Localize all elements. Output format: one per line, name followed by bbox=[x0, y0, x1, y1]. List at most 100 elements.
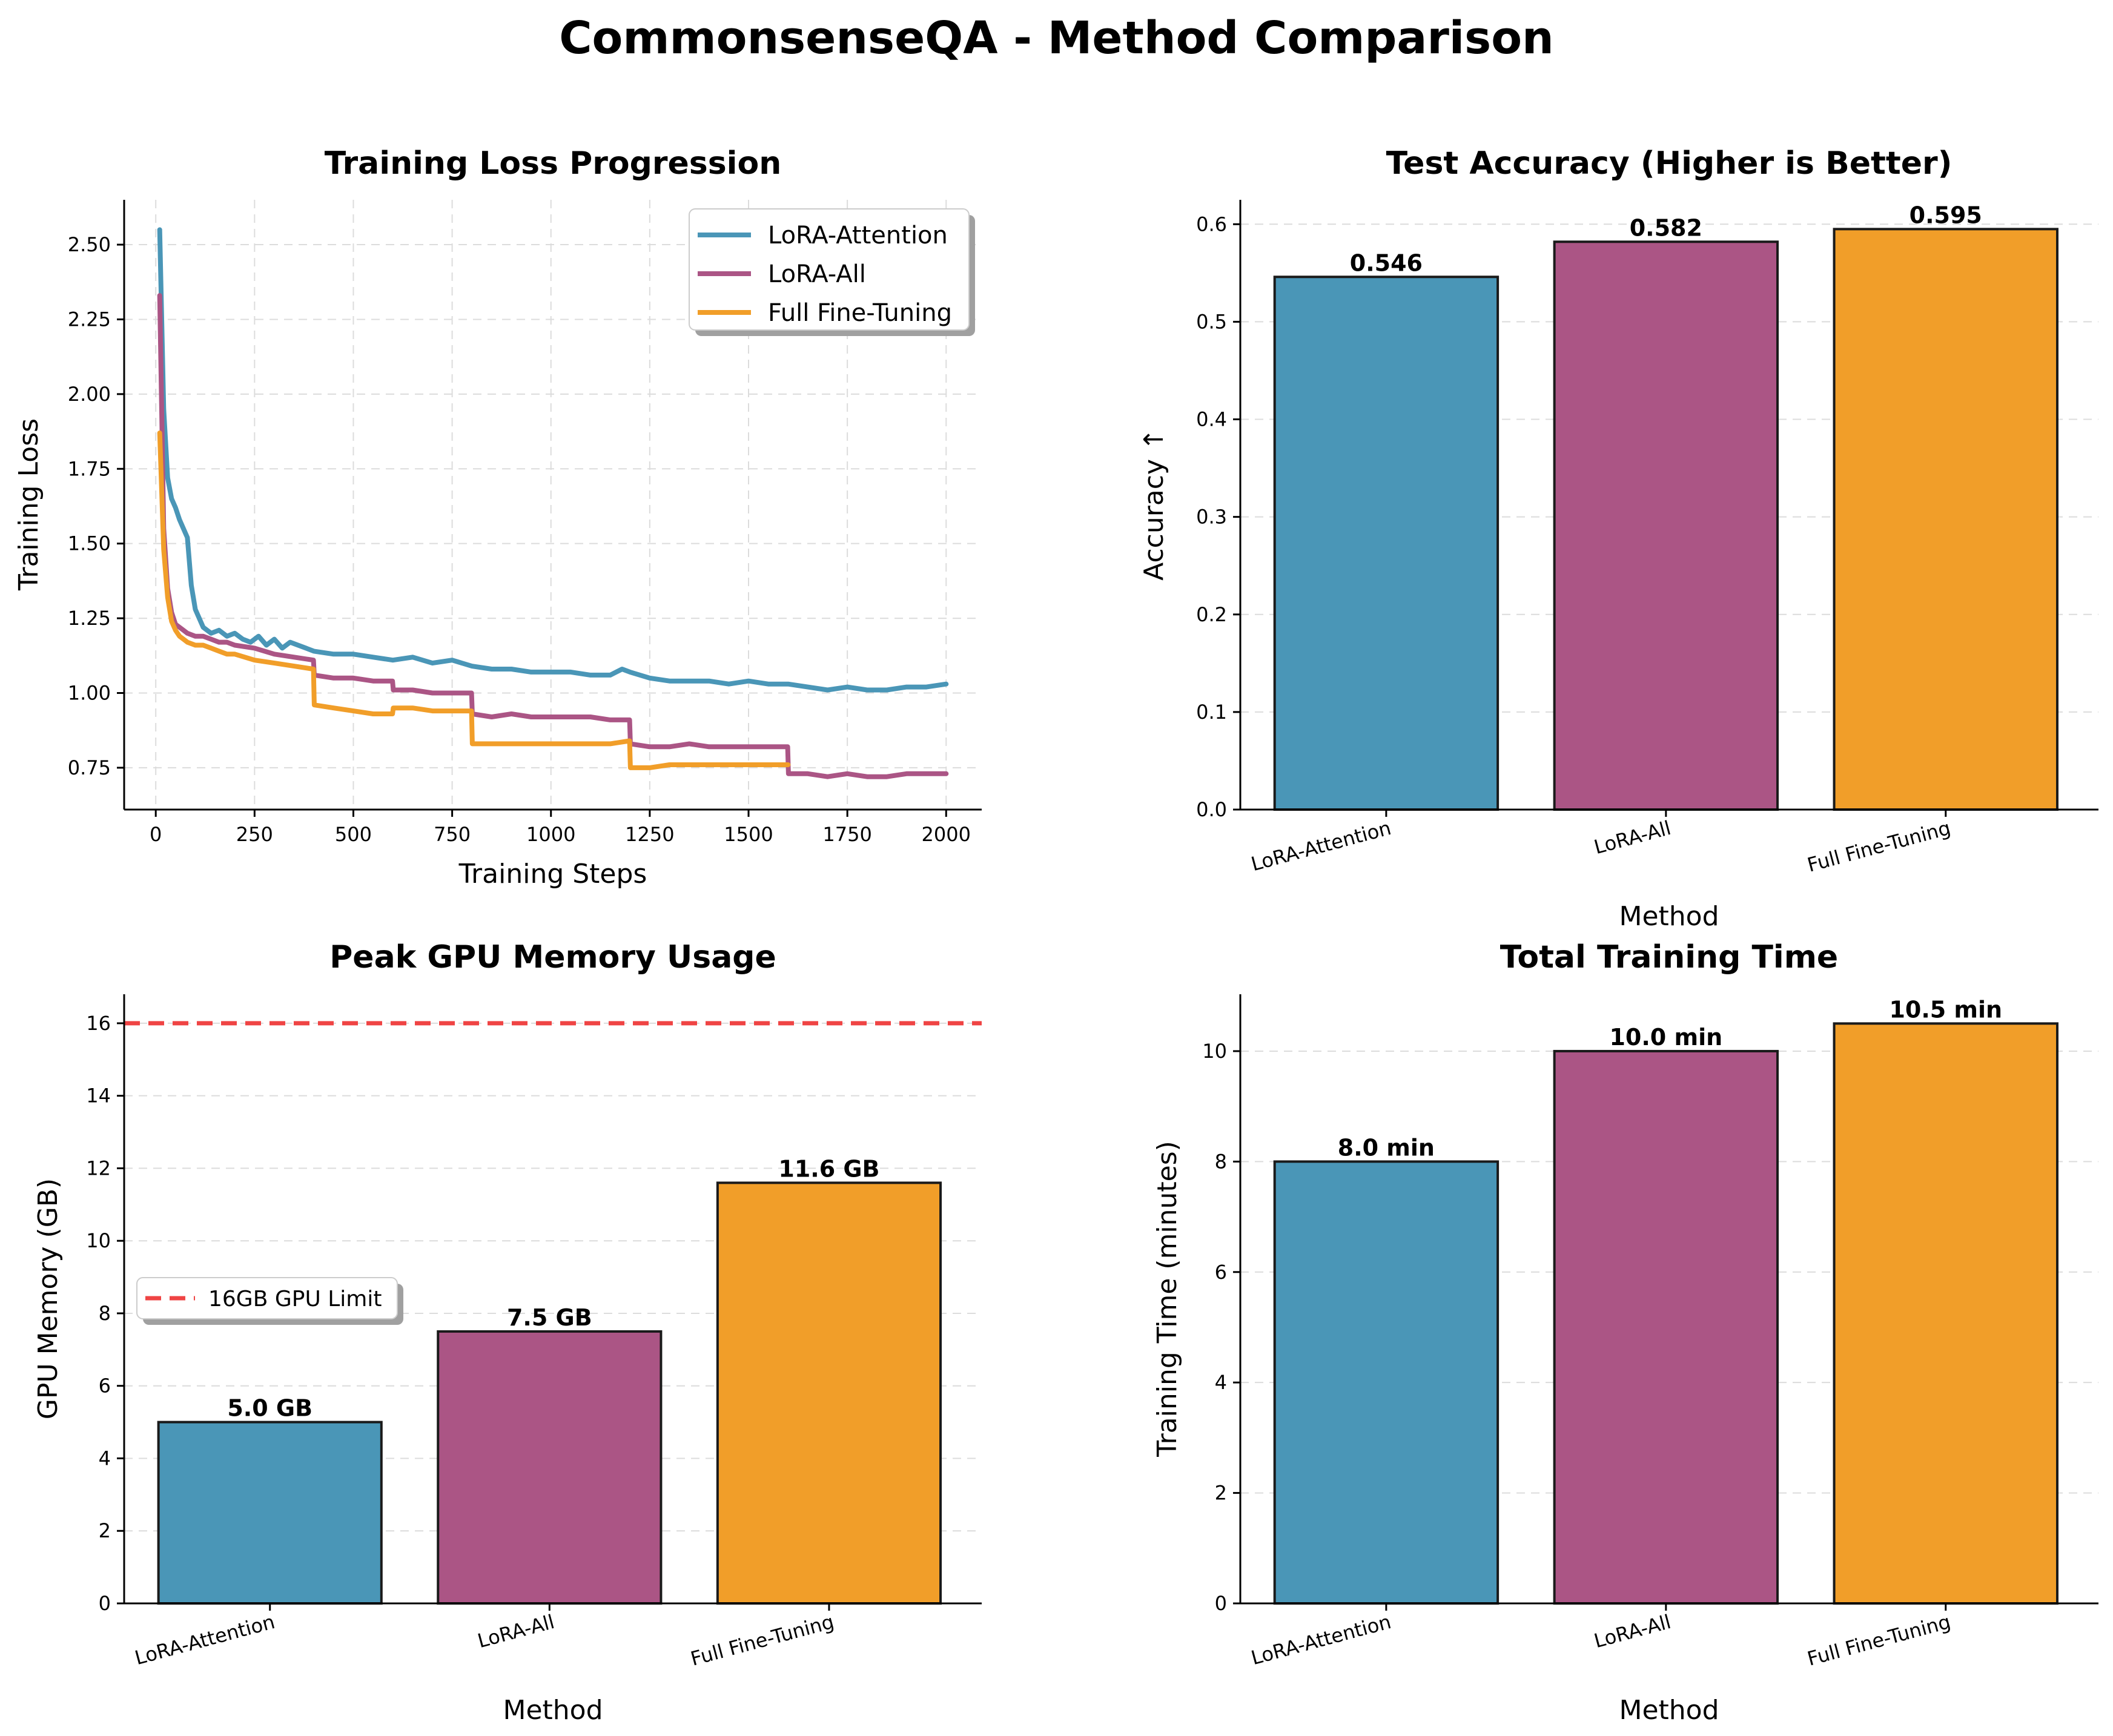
accuracy-chart-x-label: Method bbox=[1619, 901, 1719, 932]
loss-chart-y-ticks: 0.75 1.00 1.25 1.50 1.75 2.00 2.25 2.50 bbox=[68, 233, 124, 779]
x-tick-label-lora-all: LoRA-All bbox=[1592, 1610, 1673, 1652]
x-tick-label: 1500 bbox=[724, 823, 773, 846]
x-tick-label-lora-attention: LoRA-Attention bbox=[133, 1610, 277, 1669]
y-tick-label: 16 bbox=[86, 1012, 111, 1035]
x-tick-label: 1750 bbox=[822, 823, 871, 846]
y-tick-label: 0.2 bbox=[1196, 603, 1227, 626]
y-tick-label: 0.0 bbox=[1196, 798, 1227, 821]
bar-lora-all bbox=[1553, 1049, 1779, 1605]
x-tick-label-lora-attention: LoRA-Attention bbox=[1249, 1610, 1394, 1669]
bar-value-label-lora-attention: 0.546 bbox=[1350, 249, 1423, 276]
y-tick-label: 0.5 bbox=[1196, 310, 1227, 333]
y-tick-label: 4 bbox=[99, 1447, 111, 1470]
y-tick-label: 0 bbox=[99, 1592, 111, 1615]
loss-chart-grid bbox=[124, 200, 982, 810]
bar-value-label-lora-all: 10.0 min bbox=[1609, 1024, 1722, 1051]
legend-label-gpu-limit: 16GB GPU Limit bbox=[208, 1287, 382, 1312]
x-tick-label-lora-all: LoRA-All bbox=[1592, 816, 1673, 859]
series-line-lora-attention bbox=[157, 227, 949, 693]
bar-lora-attention bbox=[1273, 276, 1500, 811]
y-tick-label: 1.25 bbox=[68, 607, 111, 630]
legend-label-full-fine-tuning: Full Fine-Tuning bbox=[768, 299, 952, 327]
memory-chart-x-label: Method bbox=[503, 1695, 603, 1726]
x-tick-label: 250 bbox=[236, 823, 273, 846]
loss-line-chart: Training Loss Progression 0 250 500 750 1000… bbox=[13, 145, 982, 889]
x-tick-label-full-fine-tuning: Full Fine-Tuning bbox=[1805, 816, 1953, 877]
x-tick-label-lora-attention: LoRA-Attention bbox=[1249, 816, 1394, 876]
time-chart-x-label: Method bbox=[1619, 1695, 1719, 1726]
time-chart-title: Total Training Time bbox=[1500, 939, 1838, 975]
time-chart-bars: 8.0 min 10.0 min 10.5 min bbox=[1273, 996, 2058, 1605]
y-tick-label: 0.75 bbox=[68, 756, 111, 779]
x-tick-label-lora-all: LoRA-All bbox=[475, 1610, 557, 1652]
bar-lora-all bbox=[1553, 240, 1779, 811]
legend-box bbox=[689, 208, 970, 331]
x-tick-label: 0 bbox=[150, 823, 162, 846]
bar-lora-attention bbox=[1273, 1160, 1500, 1605]
y-tick-label: 0 bbox=[1215, 1592, 1227, 1615]
x-tick-label: 1250 bbox=[625, 823, 674, 846]
time-chart-y-label: Training Time (minutes) bbox=[1152, 1141, 1183, 1457]
y-tick-label: 2.25 bbox=[68, 308, 111, 331]
bar-value-label-lora-attention: 8.0 min bbox=[1338, 1134, 1435, 1161]
bar-full-fine-tuning bbox=[1833, 1022, 2058, 1605]
loss-chart-x-ticks: 0 250 500 750 1000 1250 1500 1750 2000 bbox=[150, 810, 971, 846]
y-tick-label: 2 bbox=[99, 1519, 111, 1542]
y-tick-label: 4 bbox=[1215, 1371, 1227, 1394]
bar-lora-attention bbox=[157, 1421, 383, 1605]
y-tick-label: 14 bbox=[86, 1084, 111, 1107]
y-tick-label: 10 bbox=[86, 1229, 111, 1252]
y-tick-label: 1.00 bbox=[68, 681, 111, 704]
x-tick-label: 750 bbox=[434, 823, 471, 846]
y-tick-label: 2.50 bbox=[68, 233, 111, 256]
loss-chart-series bbox=[157, 227, 949, 779]
bar-full-fine-tuning bbox=[1833, 228, 2058, 811]
x-tick-label-full-fine-tuning: Full Fine-Tuning bbox=[1805, 1610, 1953, 1671]
accuracy-chart-title: Test Accuracy (Higher is Better) bbox=[1386, 145, 1953, 182]
bar-value-label-full-fine-tuning: 0.595 bbox=[1910, 202, 1982, 228]
time-chart-x-ticks: LoRA-Attention LoRA-All Full Fine-Tuning bbox=[1249, 1603, 1953, 1671]
y-tick-label: 0.3 bbox=[1196, 506, 1227, 529]
x-tick-label: 500 bbox=[335, 823, 372, 846]
y-tick-label: 8 bbox=[1215, 1150, 1227, 1173]
y-tick-label: 0.6 bbox=[1196, 213, 1227, 236]
bar-value-label-lora-all: 0.582 bbox=[1630, 214, 1702, 241]
y-tick-label: 12 bbox=[86, 1157, 111, 1180]
legend-label-lora-all: LoRA-All bbox=[768, 260, 866, 288]
legend-label-lora-attention: LoRA-Attention bbox=[768, 222, 948, 249]
series-line-lora-all bbox=[157, 293, 949, 779]
bar-value-label-lora-attention: 5.0 GB bbox=[227, 1395, 312, 1422]
loss-chart-legend: LoRA-Attention LoRA-All Full Fine-Tuning bbox=[689, 208, 975, 336]
legend-box bbox=[136, 1277, 398, 1319]
accuracy-chart-bars: 0.546 0.582 0.595 bbox=[1273, 202, 2058, 811]
figure-title: CommonsenseQA - Method Comparison bbox=[559, 12, 1554, 64]
y-tick-label: 2.00 bbox=[68, 383, 111, 406]
x-tick-label: 2000 bbox=[922, 823, 971, 846]
bar-value-label-full-fine-tuning: 11.6 GB bbox=[778, 1155, 879, 1182]
memory-chart-bars: 5.0 GB 7.5 GB 11.6 GB bbox=[157, 1155, 942, 1605]
accuracy-chart-x-ticks: LoRA-Attention LoRA-All Full Fine-Tuning bbox=[1249, 810, 1953, 877]
memory-bar-chart: Peak GPU Memory Usage 5.0 GB 7.5 GB 11.6 G… bbox=[33, 939, 982, 1726]
memory-chart-legend: 16GB GPU Limit bbox=[136, 1277, 403, 1325]
y-tick-label: 1.50 bbox=[68, 532, 111, 555]
y-tick-label: 0.1 bbox=[1196, 701, 1227, 724]
accuracy-chart-y-ticks: 0.0 0.1 0.2 0.3 0.4 0.5 0.6 bbox=[1196, 213, 1240, 821]
memory-chart-title: Peak GPU Memory Usage bbox=[329, 939, 776, 975]
time-chart-y-ticks: 0 2 4 6 8 10 bbox=[1202, 1040, 1240, 1615]
bar-value-label-lora-all: 7.5 GB bbox=[507, 1304, 592, 1331]
accuracy-bar-chart: Test Accuracy (Higher is Better) 0.5460.… bbox=[1139, 145, 2098, 932]
y-tick-label: 6 bbox=[1215, 1261, 1227, 1284]
accuracy-chart-y-label: Accuracy ↑ bbox=[1139, 428, 1169, 581]
y-tick-label: 6 bbox=[99, 1375, 111, 1398]
bar-value-label-full-fine-tuning: 10.5 min bbox=[1889, 996, 2002, 1023]
x-tick-label-full-fine-tuning: Full Fine-Tuning bbox=[688, 1610, 836, 1671]
loss-chart-x-label: Training Steps bbox=[458, 859, 647, 889]
y-tick-label: 2 bbox=[1215, 1482, 1227, 1505]
legend-items: LoRA-Attention LoRA-All Full Fine-Tuning bbox=[698, 222, 952, 327]
bar-lora-all bbox=[437, 1330, 663, 1605]
memory-chart-x-ticks: LoRA-Attention LoRA-All Full Fine-Tuning bbox=[133, 1603, 836, 1671]
y-tick-label: 8 bbox=[99, 1302, 111, 1325]
y-tick-label: 10 bbox=[1202, 1040, 1227, 1063]
memory-chart-y-ticks: 0 2 4 6 8 10 12 14 16 bbox=[86, 1012, 124, 1615]
